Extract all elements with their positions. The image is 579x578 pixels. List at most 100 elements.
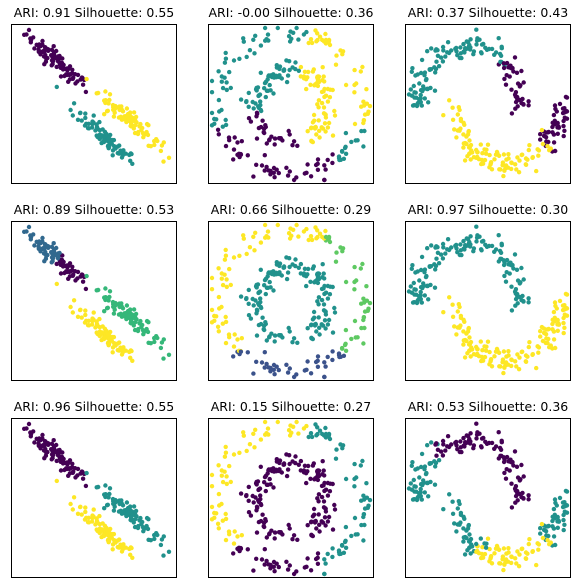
scatter-point	[425, 443, 430, 448]
scatter-point	[343, 279, 349, 285]
scatter-point	[330, 357, 335, 363]
scatter-point	[209, 504, 215, 510]
scatter-point	[216, 463, 221, 468]
scatter-point	[343, 348, 349, 353]
scatter-point	[36, 241, 42, 246]
scatter-point	[245, 547, 250, 552]
scatter-point	[44, 46, 50, 51]
scatter-point	[409, 266, 414, 271]
scatter-point	[474, 344, 479, 350]
scatter-point	[441, 442, 446, 447]
scatter-point	[286, 522, 291, 528]
scatter-point	[49, 250, 54, 255]
scatter-point	[352, 90, 357, 95]
scatter-point	[268, 172, 273, 177]
scatter-point	[320, 459, 325, 464]
scatter-point	[75, 276, 80, 281]
scatter-point	[562, 522, 567, 527]
scatter-point	[70, 461, 75, 466]
scatter-point	[117, 107, 122, 113]
scatter-point	[220, 479, 226, 485]
scatter-point	[325, 519, 331, 524]
scatter-point	[146, 123, 151, 128]
scatter-point	[277, 74, 282, 80]
scatter-point	[274, 561, 279, 566]
scatter-point	[458, 242, 463, 247]
scatter-point	[219, 107, 224, 113]
scatter-point	[322, 276, 327, 281]
scatter-point	[564, 306, 570, 311]
scatter-point	[113, 105, 119, 110]
scatter-point	[513, 493, 519, 499]
scatter-point	[334, 447, 339, 452]
scatter-point	[424, 470, 429, 476]
scatter-point	[517, 84, 522, 89]
scatter-point	[248, 316, 254, 321]
scatter-point	[43, 249, 48, 255]
scatter-point	[306, 40, 311, 46]
scatter-point	[285, 270, 291, 275]
scatter-point	[216, 266, 221, 271]
scatter-point	[78, 504, 83, 509]
scatter-point	[343, 130, 349, 136]
scatter-point	[254, 359, 259, 364]
scatter-point	[420, 285, 425, 291]
scatter-point	[90, 318, 95, 324]
scatter-point	[322, 473, 327, 478]
scatter-point	[254, 504, 260, 509]
scatter-point	[513, 287, 519, 292]
scatter-point	[133, 508, 139, 514]
scatter-point	[501, 262, 507, 268]
scatter-point	[411, 477, 416, 483]
scatter-point	[422, 467, 427, 472]
scatter-point	[435, 250, 441, 255]
scatter-point	[78, 471, 83, 476]
subplot-title: ARI: -0.00 Silhouette: 0.36	[208, 5, 374, 20]
scatter-point	[304, 283, 309, 289]
scatter-point	[535, 541, 540, 546]
scatter-point	[433, 267, 438, 272]
scatter-point	[289, 233, 294, 238]
scatter-point	[152, 335, 157, 341]
scatter-point	[166, 549, 172, 554]
scatter-point	[343, 327, 349, 333]
scatter-point	[506, 546, 511, 551]
scatter-point	[58, 468, 64, 473]
scatter-point	[319, 322, 324, 327]
scatter-point	[118, 348, 123, 353]
scatter-point	[367, 300, 373, 306]
scatter-point	[298, 271, 303, 276]
scatter-point	[454, 439, 459, 445]
scatter-point	[526, 541, 531, 547]
scatter-point	[501, 258, 506, 263]
scatter-point	[247, 48, 253, 53]
scatter-point	[366, 109, 371, 114]
scatter-point	[310, 463, 316, 468]
scatter-point	[116, 115, 122, 120]
scatter-point	[450, 117, 456, 123]
scatter-point	[316, 492, 322, 497]
scatter-point	[483, 151, 489, 156]
scatter-point	[417, 278, 422, 283]
scatter-point	[216, 294, 222, 300]
scatter-point	[116, 509, 122, 514]
scatter-point	[263, 94, 268, 100]
scatter-point	[446, 444, 452, 450]
scatter-point	[262, 547, 267, 552]
scatter-point	[538, 329, 543, 334]
scatter-point	[146, 320, 151, 325]
scatter-point	[262, 419, 268, 425]
scatter-point	[513, 90, 519, 95]
scatter-point	[412, 300, 417, 305]
scatter-point	[296, 234, 301, 239]
scatter-point	[271, 288, 276, 293]
scatter-point	[515, 301, 520, 306]
scatter-point	[488, 357, 494, 362]
scatter-point	[146, 143, 151, 148]
scatter-point	[284, 362, 289, 367]
scatter-point	[562, 325, 567, 330]
scatter-point	[352, 67, 357, 73]
scatter-point	[152, 339, 157, 345]
scatter-point	[251, 234, 256, 239]
scatter-point	[59, 454, 65, 460]
